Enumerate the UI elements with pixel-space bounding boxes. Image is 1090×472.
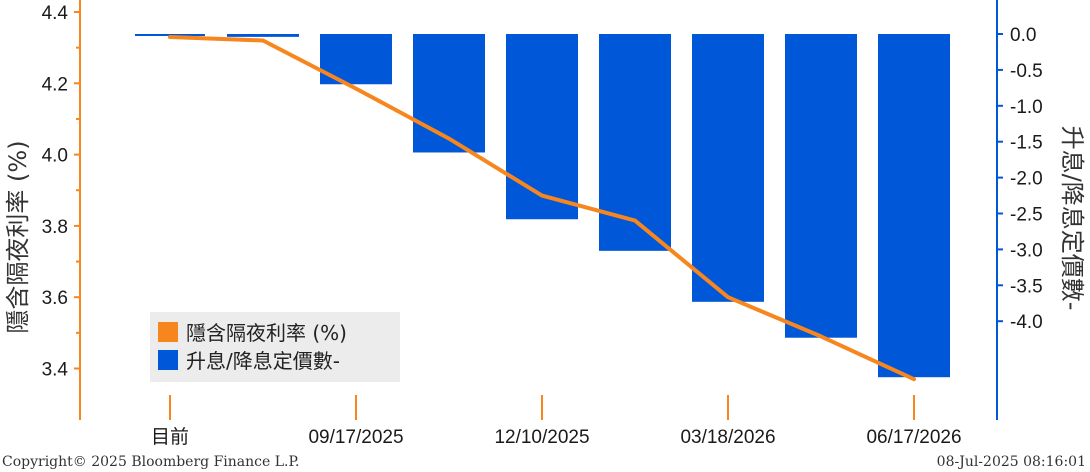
left-tick-label: 3.8: [42, 217, 68, 238]
right-tick-label: -3.5: [1010, 276, 1043, 297]
copyright-text: Copyright© 2025 Bloomberg Finance L.P.: [2, 454, 300, 470]
right-tick-label: -1.5: [1010, 133, 1043, 154]
legend-swatch-hikes-cuts: [158, 350, 178, 370]
legend: 隱含隔夜利率 (%) 升息/降息定價數-: [150, 312, 400, 382]
bar: [785, 34, 857, 338]
right-tick-label: 0.0: [1010, 25, 1036, 46]
bar-series: [135, 34, 950, 378]
legend-label-rate: 隱含隔夜利率 (%): [186, 321, 347, 345]
left-axis: 4.4 4.2 4.0 3.8 3.6 3.4: [42, 0, 81, 420]
right-axis-title: 升息/降息定價數-: [1058, 126, 1086, 311]
legend-label-hikes-cuts: 升息/降息定價數-: [186, 349, 340, 373]
left-tick-label: 4.2: [42, 74, 68, 95]
right-tick-label: -2.0: [1010, 169, 1043, 190]
bar: [878, 34, 950, 378]
right-axis: 0.0 -0.5 -1.0 -1.5 -2.0 -2.5 -3.0 -3.5 -4.0: [996, 0, 1043, 420]
left-axis-title: 隱含隔夜利率 (%): [4, 140, 32, 333]
left-tick-label: 3.6: [42, 288, 68, 309]
rate-line: [168, 35, 916, 382]
x-tick-label: 06/17/2026: [866, 427, 961, 448]
x-tick-label: 目前: [151, 426, 189, 448]
right-tick-label: -2.5: [1010, 205, 1043, 226]
bar: [599, 34, 671, 251]
timestamp-text: 08-Jul-2025 08:16:01: [937, 454, 1086, 470]
bar: [506, 34, 578, 220]
legend-swatch-rate: [158, 322, 178, 342]
right-tick-label: -0.5: [1010, 61, 1043, 82]
bar: [227, 34, 299, 37]
right-tick-label: -3.0: [1010, 240, 1043, 261]
x-tick-label: 12/10/2025: [494, 427, 589, 448]
left-tick-label: 4.0: [42, 146, 68, 167]
x-tick-label: 03/18/2026: [680, 427, 775, 448]
bar: [692, 34, 764, 302]
right-tick-label: -1.0: [1010, 97, 1043, 118]
x-axis: 目前 09/17/2025 12/10/2025 03/18/2026 06/17/20…: [151, 395, 962, 448]
right-tick-label: -4.0: [1010, 312, 1043, 333]
legend-box: [150, 312, 400, 382]
left-tick-label: 4.4: [42, 3, 69, 24]
bar: [413, 34, 485, 153]
x-tick-label: 09/17/2025: [308, 427, 403, 448]
left-tick-label: 3.4: [42, 360, 69, 381]
